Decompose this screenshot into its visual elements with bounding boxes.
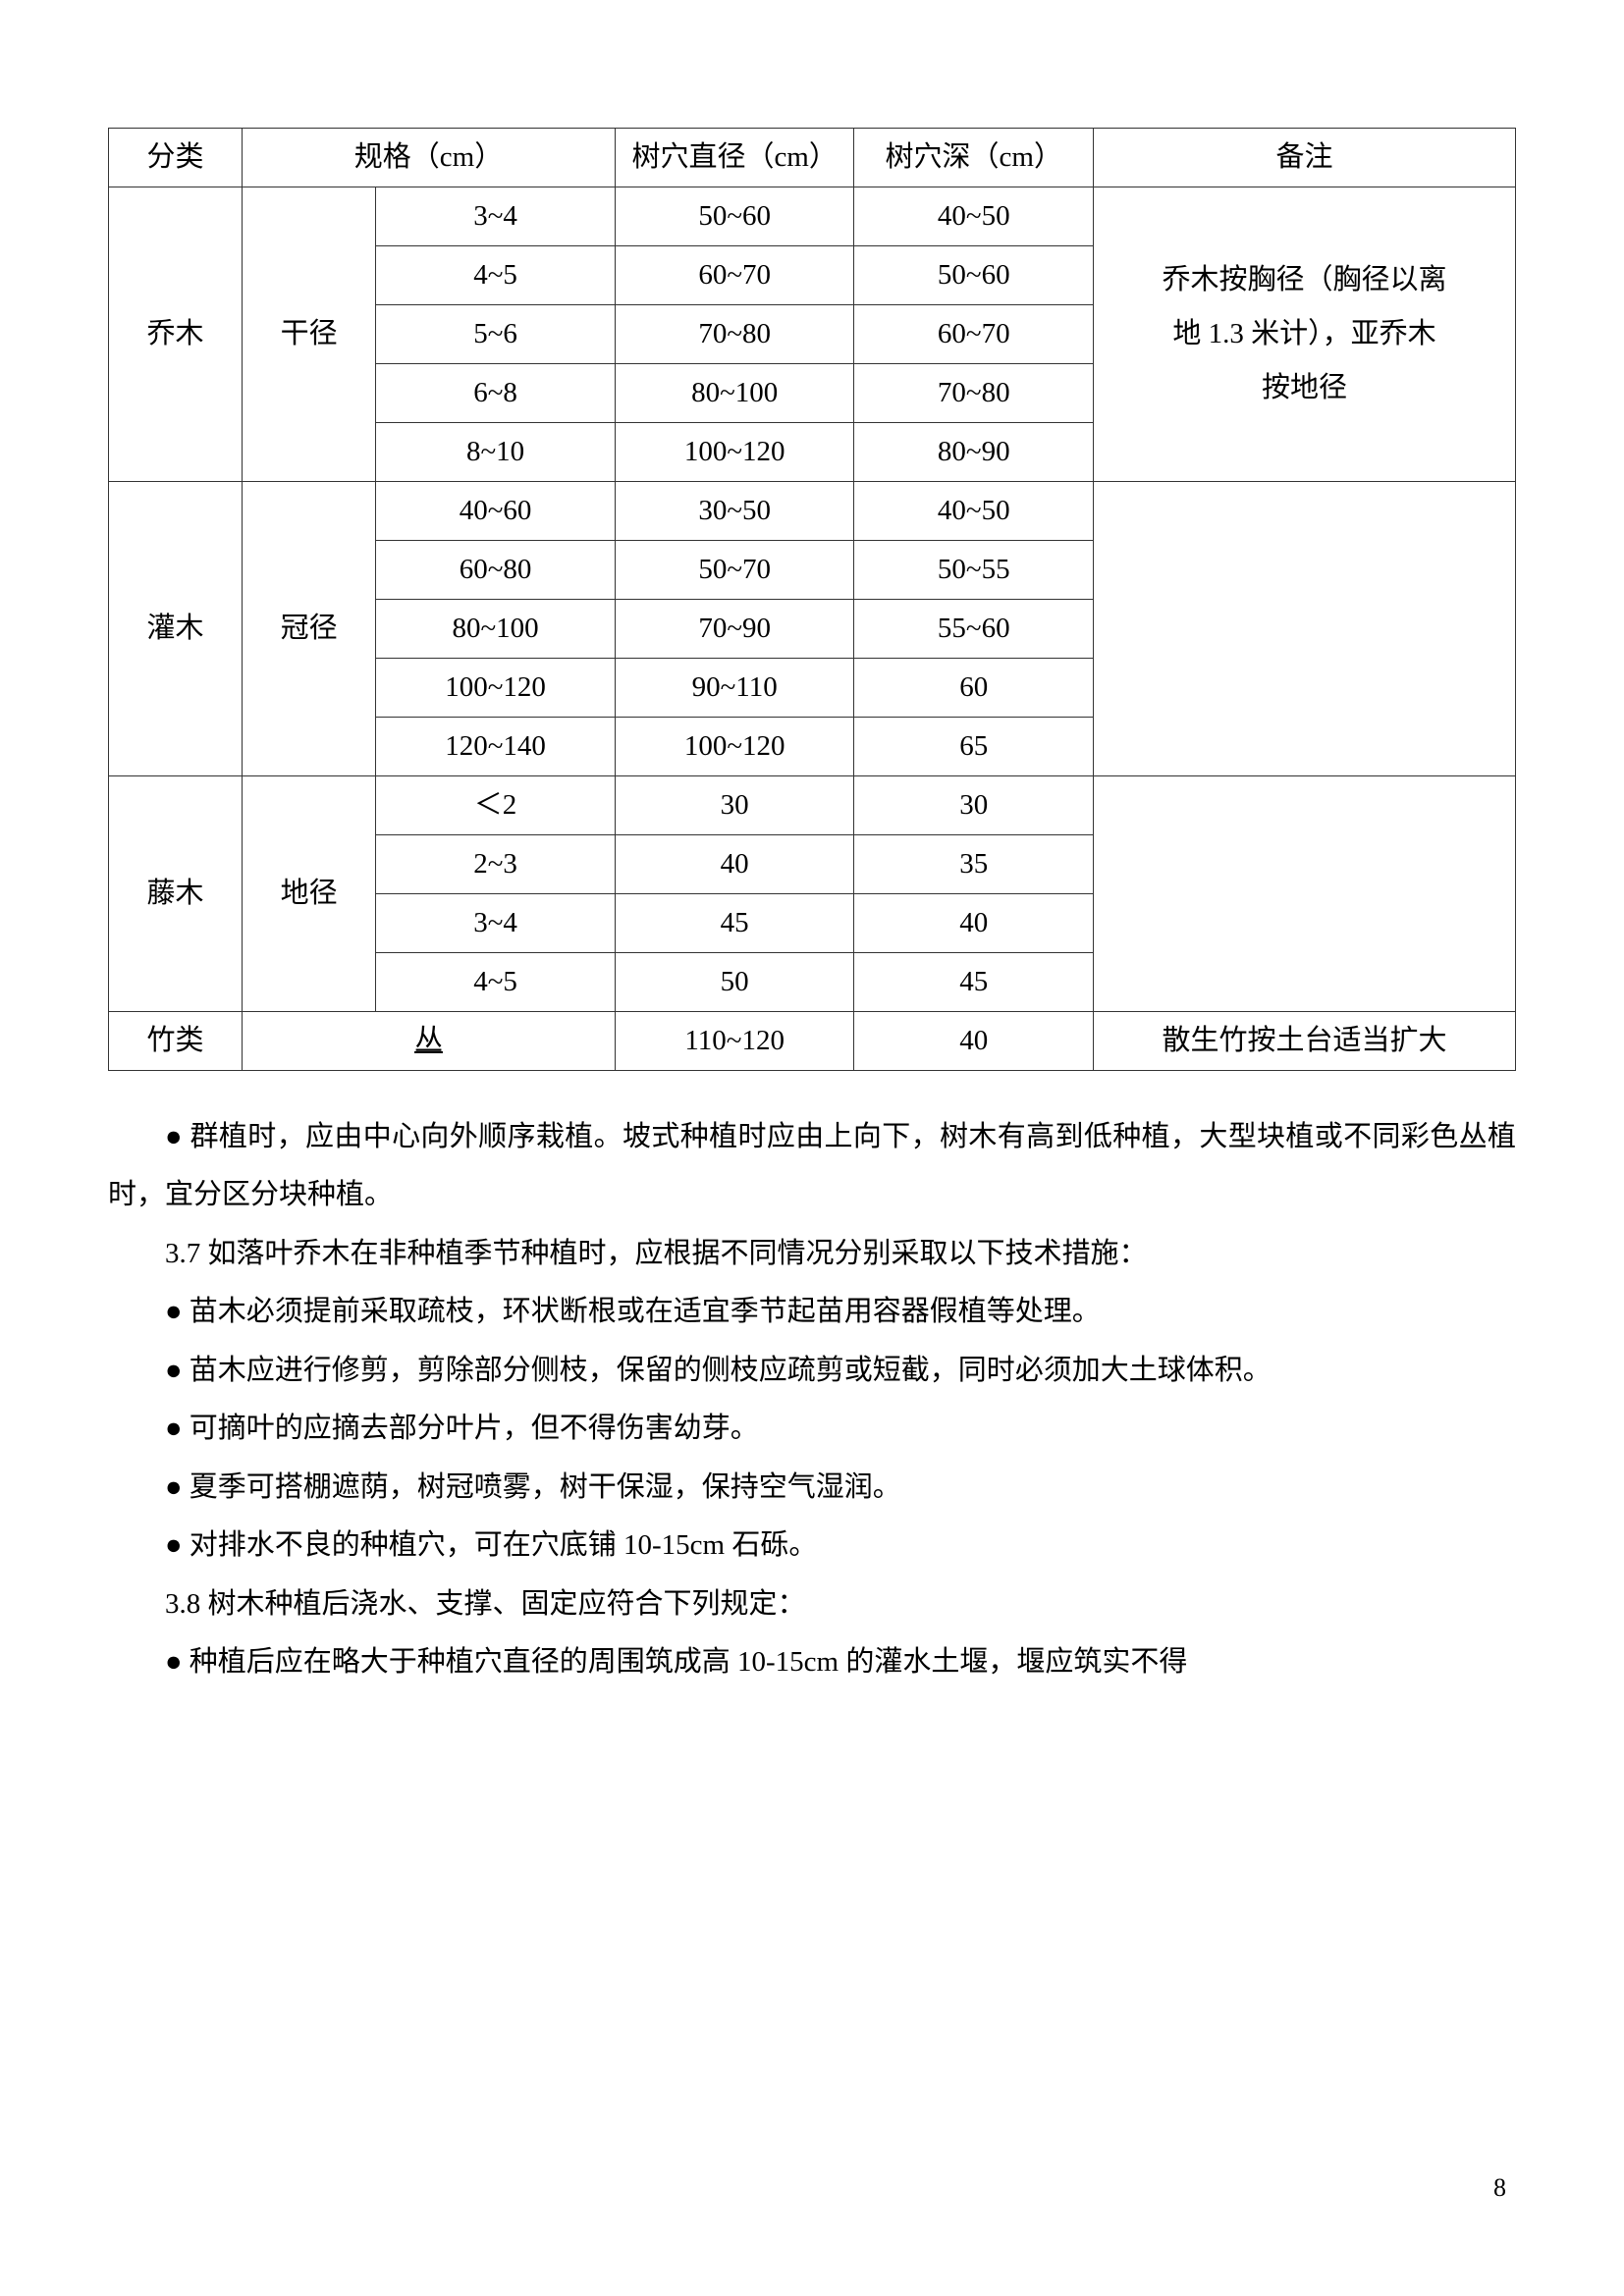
- cell-dia: 80~100: [615, 364, 854, 423]
- cell-category: 灌木: [109, 482, 243, 776]
- cell-spec: 3~4: [376, 187, 616, 246]
- body-text: ● 群植时，应由中心向外顺序栽植。坡式种植时应由上向下，树木有高到低种植，大型块…: [108, 1108, 1516, 1691]
- table-header-row: 分类规格（cm）树穴直径（cm）树穴深（cm）备注: [109, 129, 1516, 187]
- th-spec: 规格（cm）: [243, 129, 616, 187]
- paragraph: 3.7 如落叶乔木在非种植季节种植时，应根据不同情况分别采取以下技术措施：: [108, 1225, 1516, 1283]
- cell-remark: 乔木按胸径（胸径以离地 1.3 米计），亚乔木按地径: [1094, 187, 1516, 482]
- cell-depth: 30: [854, 776, 1094, 835]
- th-category: 分类: [109, 129, 243, 187]
- cell-dia: 70~90: [615, 600, 854, 659]
- remark-line: 按地径: [1098, 361, 1511, 415]
- spec-table: 分类规格（cm）树穴直径（cm）树穴深（cm）备注乔木干径3~450~6040~…: [108, 128, 1516, 1071]
- cell-remark: [1094, 482, 1516, 776]
- cell-dia: 50~70: [615, 541, 854, 600]
- cell-depth: 50~55: [854, 541, 1094, 600]
- cell-spec: 6~8: [376, 364, 616, 423]
- cell-spec: 4~5: [376, 953, 616, 1012]
- cell-depth: 40~50: [854, 482, 1094, 541]
- cell-spec: ＜2: [376, 776, 616, 835]
- cell-spec: 5~6: [376, 305, 616, 364]
- cell-depth: 55~60: [854, 600, 1094, 659]
- cell-spec: 4~5: [376, 246, 616, 305]
- table-row: 藤木地径＜23030: [109, 776, 1516, 835]
- remark-line: 地 1.3 米计），亚乔木: [1098, 307, 1511, 361]
- cell-spec: 8~10: [376, 423, 616, 482]
- measure-underline: 丛: [414, 1025, 443, 1056]
- cell-category: 竹类: [109, 1012, 243, 1071]
- cell-dia: 40: [615, 835, 854, 894]
- cell-depth: 40: [854, 1012, 1094, 1071]
- cell-category: 乔木: [109, 187, 243, 482]
- cell-spec: 2~3: [376, 835, 616, 894]
- cell-dia: 100~120: [615, 423, 854, 482]
- table-row: 乔木干径3~450~6040~50乔木按胸径（胸径以离地 1.3 米计），亚乔木…: [109, 187, 1516, 246]
- cell-spec: 40~60: [376, 482, 616, 541]
- cell-depth: 40~50: [854, 187, 1094, 246]
- paragraph: ● 苗木必须提前采取疏枝，环状断根或在适宜季节起苗用容器假植等处理。: [108, 1283, 1516, 1341]
- remark-line: 乔木按胸径（胸径以离: [1098, 253, 1511, 307]
- paragraph: ● 种植后应在略大于种植穴直径的周围筑成高 10-15cm 的灌水土堰，堰应筑实…: [108, 1633, 1516, 1691]
- cell-dia: 30: [615, 776, 854, 835]
- cell-dia: 50: [615, 953, 854, 1012]
- cell-dia: 110~120: [615, 1012, 854, 1071]
- paragraph: 3.8 树木种植后浇水、支撑、固定应符合下列规定：: [108, 1575, 1516, 1633]
- th-dia: 树穴直径（cm）: [615, 129, 854, 187]
- th-remark: 备注: [1094, 129, 1516, 187]
- cell-depth: 80~90: [854, 423, 1094, 482]
- cell-category: 藤木: [109, 776, 243, 1012]
- cell-dia: 100~120: [615, 718, 854, 776]
- cell-remark: 散生竹按土台适当扩大: [1094, 1012, 1516, 1071]
- th-depth: 树穴深（cm）: [854, 129, 1094, 187]
- cell-dia: 30~50: [615, 482, 854, 541]
- paragraph: ● 可摘叶的应摘去部分叶片，但不得伤害幼芽。: [108, 1400, 1516, 1458]
- cell-spec: 100~120: [376, 659, 616, 718]
- cell-spec: 120~140: [376, 718, 616, 776]
- cell-measure: 丛: [243, 1012, 616, 1071]
- cell-depth: 40: [854, 894, 1094, 953]
- cell-dia: 45: [615, 894, 854, 953]
- paragraph: ● 群植时，应由中心向外顺序栽植。坡式种植时应由上向下，树木有高到低种植，大型块…: [108, 1108, 1516, 1225]
- cell-spec: 80~100: [376, 600, 616, 659]
- cell-depth: 65: [854, 718, 1094, 776]
- cell-dia: 70~80: [615, 305, 854, 364]
- cell-measure: 干径: [243, 187, 376, 482]
- cell-remark: [1094, 776, 1516, 1012]
- cell-depth: 45: [854, 953, 1094, 1012]
- cell-dia: 90~110: [615, 659, 854, 718]
- cell-depth: 50~60: [854, 246, 1094, 305]
- table-row: 竹类 丛 110~12040散生竹按土台适当扩大: [109, 1012, 1516, 1071]
- cell-depth: 35: [854, 835, 1094, 894]
- table-row: 灌木冠径40~6030~5040~50: [109, 482, 1516, 541]
- cell-spec: 3~4: [376, 894, 616, 953]
- paragraph: ● 对排水不良的种植穴，可在穴底铺 10-15cm 石砾。: [108, 1517, 1516, 1575]
- cell-depth: 70~80: [854, 364, 1094, 423]
- paragraph: ● 苗木应进行修剪，剪除部分侧枝，保留的侧枝应疏剪或短截，同时必须加大土球体积。: [108, 1342, 1516, 1400]
- cell-dia: 60~70: [615, 246, 854, 305]
- cell-dia: 50~60: [615, 187, 854, 246]
- cell-depth: 60: [854, 659, 1094, 718]
- paragraph: ● 夏季可搭棚遮荫，树冠喷雾，树干保湿，保持空气湿润。: [108, 1459, 1516, 1517]
- cell-spec: 60~80: [376, 541, 616, 600]
- cell-measure: 地径: [243, 776, 376, 1012]
- cell-measure: 冠径: [243, 482, 376, 776]
- page-number: 8: [1493, 2173, 1506, 2203]
- cell-depth: 60~70: [854, 305, 1094, 364]
